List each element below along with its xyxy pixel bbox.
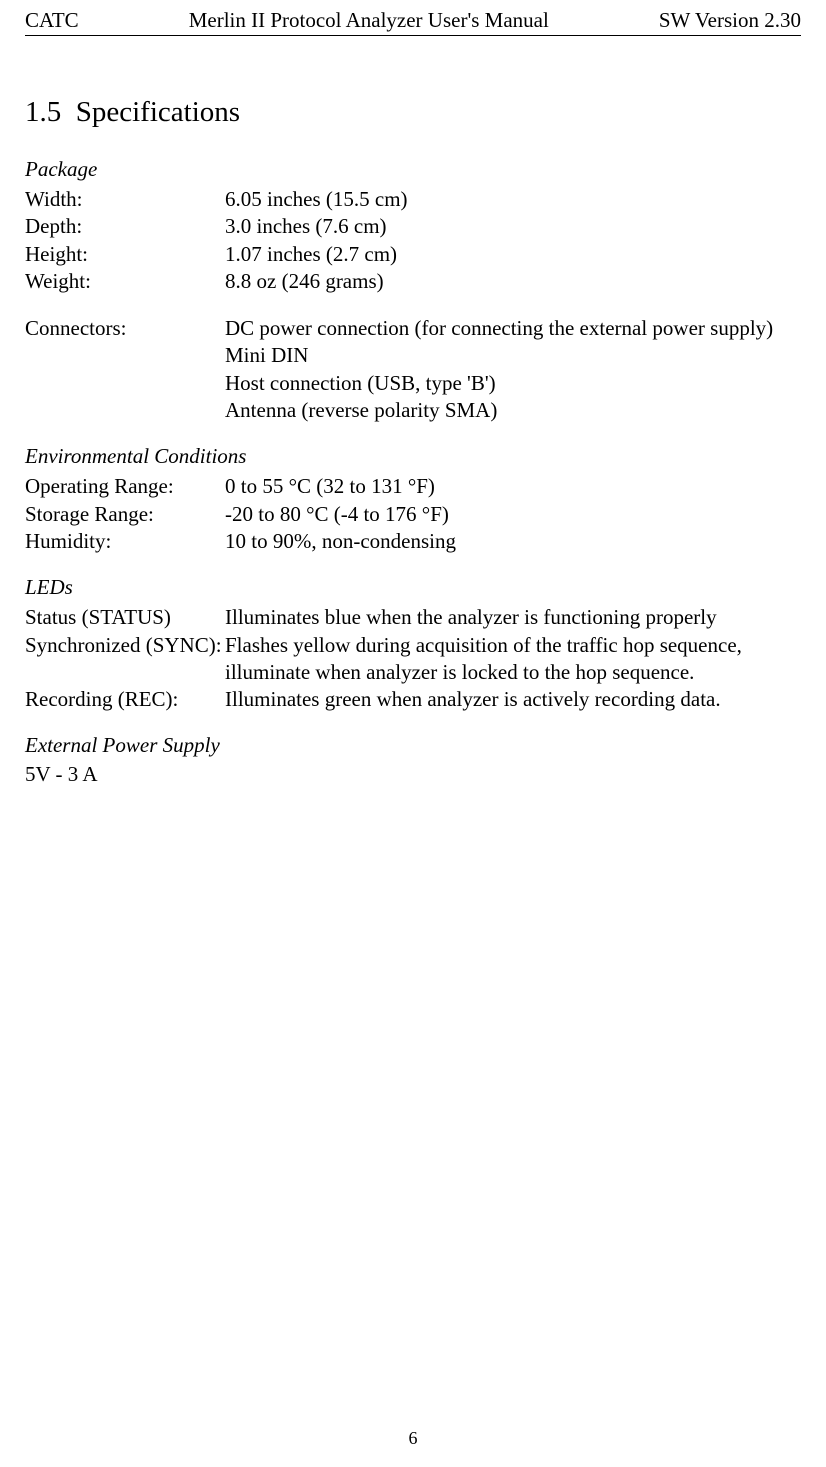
connector-line: DC power connection (for connecting the … bbox=[225, 315, 801, 342]
section-title: 1.5 Specifications bbox=[25, 96, 801, 129]
spec-row: Status (STATUS) Illuminates blue when th… bbox=[25, 604, 801, 631]
leds-heading: LEDs bbox=[25, 575, 801, 600]
spec-label: Depth: bbox=[25, 213, 225, 240]
connectors-block: Connectors: DC power connection (for con… bbox=[25, 315, 801, 424]
spec-label: Height: bbox=[25, 241, 225, 268]
spec-label: Recording (REC): bbox=[25, 686, 225, 713]
spec-value: Illuminates green when analyzer is activ… bbox=[225, 686, 801, 713]
spec-label: Width: bbox=[25, 186, 225, 213]
spec-value: -20 to 80 °C (-4 to 176 °F) bbox=[225, 501, 801, 528]
spec-value: 10 to 90%, non-condensing bbox=[225, 528, 801, 555]
header-left: CATC bbox=[25, 8, 79, 33]
spec-label: Weight: bbox=[25, 268, 225, 295]
spec-label: Humidity: bbox=[25, 528, 225, 555]
spec-label: Operating Range: bbox=[25, 473, 225, 500]
package-heading: Package bbox=[25, 157, 801, 182]
spec-row: Height: 1.07 inches (2.7 cm) bbox=[25, 241, 801, 268]
header-center: Merlin II Protocol Analyzer User's Manua… bbox=[189, 8, 549, 33]
spec-row: Humidity: 10 to 90%, non-condensing bbox=[25, 528, 801, 555]
environmental-heading: Environmental Conditions bbox=[25, 444, 801, 469]
spec-row: Storage Range: -20 to 80 °C (-4 to 176 °… bbox=[25, 501, 801, 528]
spec-value: Flashes yellow during acquisition of the… bbox=[225, 632, 801, 687]
spec-row: Operating Range: 0 to 55 °C (32 to 131 °… bbox=[25, 473, 801, 500]
power-supply-value: 5V - 3 A bbox=[25, 762, 801, 787]
header-right: SW Version 2.30 bbox=[659, 8, 801, 33]
spec-label: Synchronized (SYNC): bbox=[25, 632, 225, 687]
spec-value: DC power connection (for connecting the … bbox=[225, 315, 801, 424]
page-number: 6 bbox=[409, 1428, 418, 1448]
spec-value: 1.07 inches (2.7 cm) bbox=[225, 241, 801, 268]
spec-label: Status (STATUS) bbox=[25, 604, 225, 631]
section-heading: Specifications bbox=[76, 96, 240, 128]
package-block: Width: 6.05 inches (15.5 cm) Depth: 3.0 … bbox=[25, 186, 801, 295]
spec-value: 3.0 inches (7.6 cm) bbox=[225, 213, 801, 240]
spec-row: Synchronized (SYNC): Flashes yellow duri… bbox=[25, 632, 801, 687]
environmental-block: Operating Range: 0 to 55 °C (32 to 131 °… bbox=[25, 473, 801, 555]
spec-value: 0 to 55 °C (32 to 131 °F) bbox=[225, 473, 801, 500]
spec-value: 8.8 oz (246 grams) bbox=[225, 268, 801, 295]
power-supply-heading: External Power Supply bbox=[25, 733, 801, 758]
section-number: 1.5 bbox=[25, 96, 61, 128]
spec-row: Connectors: DC power connection (for con… bbox=[25, 315, 801, 424]
page-header: CATC Merlin II Protocol Analyzer User's … bbox=[25, 8, 801, 36]
connector-line: Mini DIN bbox=[225, 342, 801, 369]
spec-row: Weight: 8.8 oz (246 grams) bbox=[25, 268, 801, 295]
spec-label: Connectors: bbox=[25, 315, 225, 424]
spec-row: Recording (REC): Illuminates green when … bbox=[25, 686, 801, 713]
connector-line: Antenna (reverse polarity SMA) bbox=[225, 397, 801, 424]
spec-value: Illuminates blue when the analyzer is fu… bbox=[225, 604, 801, 631]
page-footer: 6 bbox=[0, 1428, 826, 1449]
spec-value: 6.05 inches (15.5 cm) bbox=[225, 186, 801, 213]
spec-label: Storage Range: bbox=[25, 501, 225, 528]
spec-row: Width: 6.05 inches (15.5 cm) bbox=[25, 186, 801, 213]
connector-line: Host connection (USB, type 'B') bbox=[225, 370, 801, 397]
spec-row: Depth: 3.0 inches (7.6 cm) bbox=[25, 213, 801, 240]
leds-block: Status (STATUS) Illuminates blue when th… bbox=[25, 604, 801, 713]
